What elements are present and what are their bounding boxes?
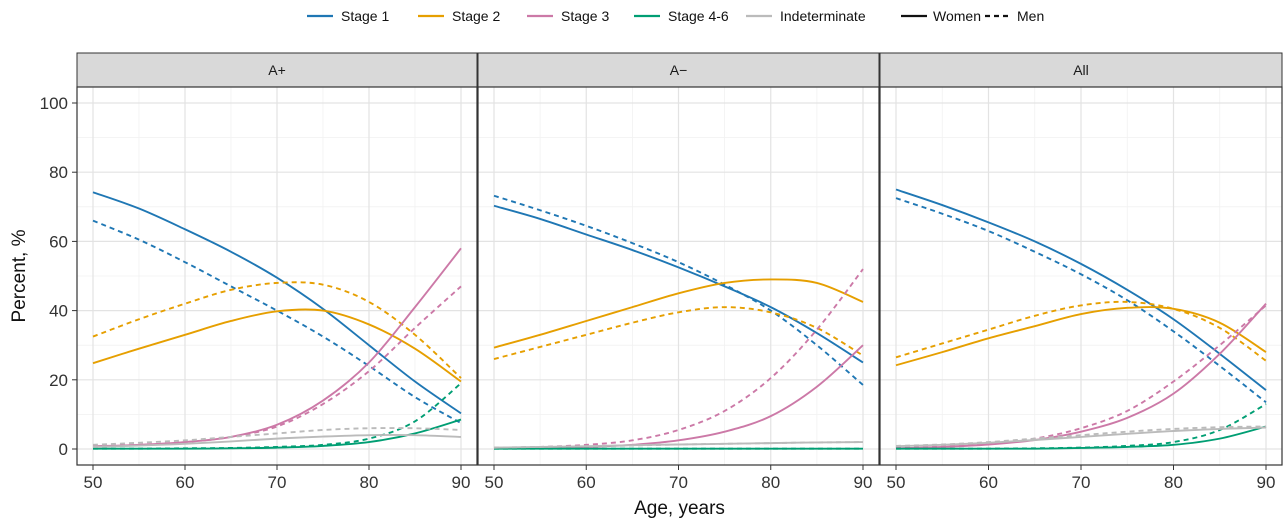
series-line-stage-2-men (895, 300, 1267, 362)
y-axis-title: Percent, % (9, 229, 30, 322)
y-tick-label: 20 (49, 371, 68, 390)
x-tick-label: 90 (854, 473, 873, 492)
legend-label-stage-1: Stage 1 (341, 8, 389, 24)
legend-item-men: Men (985, 8, 1044, 24)
legend-item-women: Women (901, 8, 981, 24)
panel-all: All 50 60 70 80 90 (879, 52, 1283, 492)
x-tick-label: 70 (669, 473, 688, 492)
x-tick-label: 70 (1072, 473, 1091, 492)
series-line-indeterminate-men (92, 427, 462, 446)
series-line-stage-2-women (493, 278, 864, 349)
series-line-stage-1-women (895, 188, 1267, 391)
x-tick-label: 60 (979, 473, 998, 492)
series-line-stage-1-women (493, 204, 864, 364)
legend-item-stage-2: Stage 2 (418, 8, 500, 24)
legend-label-stage-2: Stage 2 (452, 8, 500, 24)
x-axis-title: Age, years (634, 498, 725, 519)
x-tick-label: 50 (887, 473, 906, 492)
legend-item-stage-4-6: Stage 4-6 (634, 8, 729, 24)
x-tick-label: 50 (485, 473, 504, 492)
panel-strip-label: A− (670, 62, 688, 78)
legend-label-men: Men (1017, 8, 1044, 24)
panel-a-minus: A− 50 60 70 80 90 (477, 52, 880, 492)
y-tick-label: 40 (49, 302, 68, 321)
series-line-indeterminate-women (92, 434, 462, 448)
series-line-indeterminate-men (895, 425, 1267, 447)
series-line-indeterminate-women (895, 426, 1267, 448)
y-tick-label: 60 (49, 232, 68, 251)
series-line-stage-3-men (493, 268, 864, 449)
series-line-indeterminate-men (493, 441, 864, 449)
legend-label-stage-4-6: Stage 4-6 (668, 8, 729, 24)
legend-label-stage-3: Stage 3 (561, 8, 609, 24)
series-line-stage-3-men (92, 285, 462, 448)
series-line-stage-2-men (493, 306, 864, 360)
x-tick-label: 90 (452, 473, 471, 492)
legend-label-indeterminate: Indeterminate (780, 8, 866, 24)
y-tick-label: 0 (59, 440, 68, 459)
panel-strip (879, 52, 1283, 88)
legend: Stage 1 Stage 2 Stage 3 Stage 4-6 Indetermin… (307, 8, 1044, 24)
x-tick-label: 50 (84, 473, 103, 492)
x-tick-label: 60 (577, 473, 596, 492)
panel-strip (477, 52, 880, 88)
x-tick-label: 80 (761, 473, 780, 492)
x-tick-label: 90 (1257, 473, 1276, 492)
panel-a-plus: A+ 50 60 70 80 90 0 20 40 60 80 100 (40, 52, 478, 492)
series-line-stage-1-women (92, 191, 462, 415)
x-tick-label: 80 (1164, 473, 1183, 492)
y-tick-label: 80 (49, 163, 68, 182)
series-line-stage-2-women (92, 308, 462, 383)
x-tick-label: 70 (268, 473, 287, 492)
y-tick-label: 100 (40, 94, 68, 113)
legend-item-indeterminate: Indeterminate (746, 8, 866, 24)
series-line-stage-1-men (92, 219, 462, 424)
x-tick-label: 60 (176, 473, 195, 492)
panel-strip-label: A+ (268, 62, 286, 78)
series-line-stage-1-men (895, 197, 1267, 404)
series-line-stage-3-women (895, 303, 1267, 450)
legend-label-women: Women (933, 8, 981, 24)
legend-item-stage-3: Stage 3 (527, 8, 609, 24)
legend-item-stage-1: Stage 1 (307, 8, 389, 24)
x-tick-label: 80 (360, 473, 379, 492)
panel-strip-label: All (1073, 62, 1089, 78)
series-line-stage-2-women (895, 306, 1267, 367)
